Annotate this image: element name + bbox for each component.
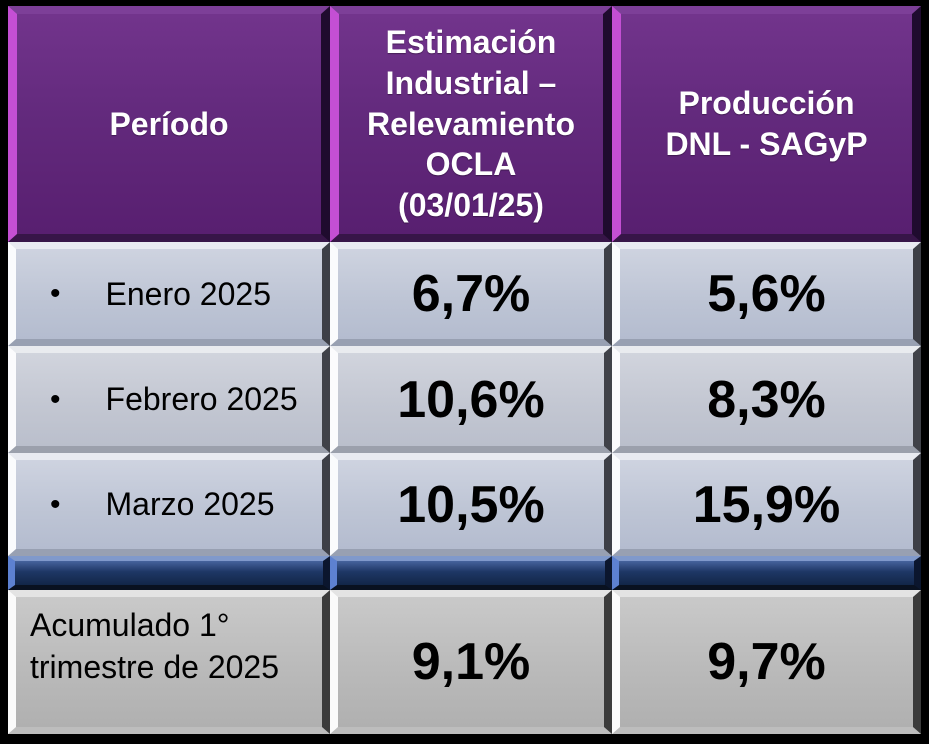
summary-period-cell: Acumulado 1° trimestre de 2025 (8, 590, 330, 734)
ocla-value: 6,7% (411, 265, 531, 323)
column-header-dnl: Producción DNL - SAGyP (612, 6, 921, 242)
summary-period-label: Acumulado 1° trimestre de 2025 (30, 607, 280, 685)
dnl-value: 5,6% (707, 265, 826, 323)
column-header-periodo-label: Período (109, 105, 229, 142)
column-header-dnl-label: Producción DNL - SAGyP (665, 85, 868, 162)
period-cell-enero: • Enero 2025 (8, 242, 330, 346)
period-label: Marzo 2025 (105, 486, 275, 522)
period-label: Febrero 2025 (105, 381, 298, 417)
bullet-icon: • (50, 277, 61, 310)
period-cell-febrero: • Febrero 2025 (8, 346, 330, 453)
ocla-value-cell-marzo: 10,5% (330, 453, 612, 556)
ocla-value-cell-febrero: 10,6% (330, 346, 612, 453)
period-label: Enero 2025 (105, 275, 271, 312)
dnl-value: 8,3% (707, 370, 826, 429)
separator-cell (612, 556, 921, 590)
separator-cell (8, 556, 330, 590)
summary-dnl-value: 9,7% (707, 633, 826, 691)
summary-ocla-value: 9,1% (411, 633, 531, 691)
column-header-periodo: Período (8, 6, 330, 242)
dnl-value-cell-febrero: 8,3% (612, 346, 921, 453)
dnl-value: 15,9% (692, 475, 841, 534)
column-header-ocla-label: Estimación Industrial – Relevamiento OCL… (366, 23, 576, 224)
period-cell-marzo: • Marzo 2025 (8, 453, 330, 556)
bullet-icon: • (50, 382, 61, 416)
dnl-value-cell-enero: 5,6% (612, 242, 921, 346)
ocla-value: 10,5% (397, 475, 545, 534)
separator-cell (330, 556, 612, 590)
ocla-value: 10,6% (397, 370, 545, 429)
ocla-value-cell-enero: 6,7% (330, 242, 612, 346)
dnl-value-cell-marzo: 15,9% (612, 453, 921, 556)
column-header-ocla: Estimación Industrial – Relevamiento OCL… (330, 6, 612, 242)
bullet-icon: • (50, 487, 61, 521)
summary-dnl-value-cell: 9,7% (612, 590, 921, 734)
summary-ocla-value-cell: 9,1% (330, 590, 612, 734)
